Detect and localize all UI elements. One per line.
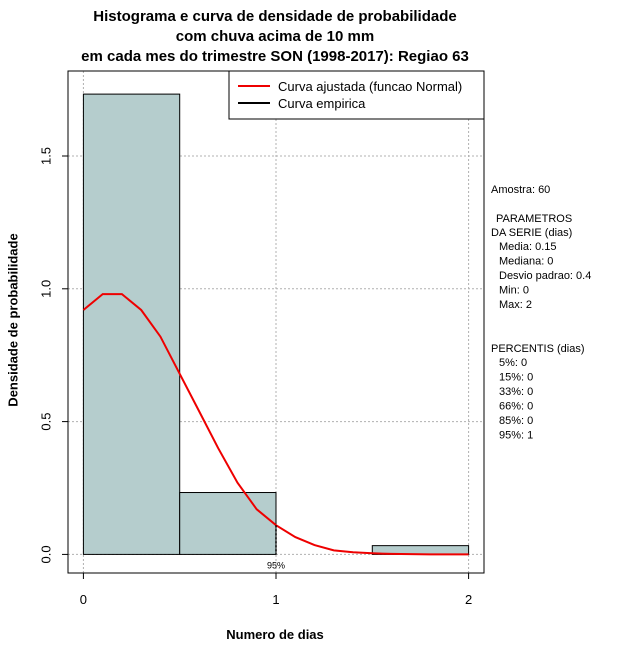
param-item-0: Media: 0.15: [499, 241, 556, 253]
percentile-marker-label: 95%: [267, 560, 285, 570]
param-item-3: Min: 0: [499, 285, 529, 297]
chart-title-line-2: com chuva acima de 10 mm: [176, 28, 374, 45]
percentile-item-4: 85%: 0: [499, 415, 533, 427]
params-heading-2: DA SERIE (dias): [491, 227, 572, 239]
x-tick-label-1: 1: [272, 592, 279, 607]
y-tick-label-1: 0.5: [38, 413, 53, 431]
y-tick-label-3: 1.5: [38, 147, 53, 165]
percentile-item-5: 95%: 1: [499, 430, 533, 442]
histogram-bar-1: [179, 492, 277, 555]
param-item-4: Max: 2: [499, 299, 532, 311]
param-item-2: Desvio padrao: 0.4: [499, 270, 591, 282]
x-axis: 0 1 2: [80, 573, 472, 607]
percentile-marker: 95%: [267, 525, 285, 570]
chart-title-line-3: em cada mes do trimestre SON (1998-2017)…: [81, 48, 469, 65]
params-heading-1: PARAMETROS: [496, 213, 572, 225]
legend-entry-1: Curva empirica: [278, 96, 366, 111]
x-tick-label-0: 0: [80, 592, 87, 607]
percentile-item-3: 66%: 0: [499, 401, 533, 413]
y-tick-label-0: 0.0: [38, 545, 53, 563]
percentile-item-1: 15%: 0: [499, 372, 533, 384]
histogram-bars: [82, 93, 470, 555]
sample-size: Amostra: 60: [491, 184, 550, 196]
histogram-bar-0: [82, 93, 181, 555]
legend: Curva ajustada (funcao Normal) Curva empi…: [228, 70, 485, 120]
side-panel: Amostra: 60 PARAMETROS DA SERIE (dias) Medi…: [491, 184, 591, 442]
param-item-1: Mediana: 0: [499, 256, 553, 268]
chart-title: Histograma e curva de densidade de proba…: [81, 8, 469, 65]
chart-title-line-1: Histograma e curva de densidade de proba…: [93, 8, 456, 25]
y-axis: 0.0 0.5 1.0 1.5: [38, 147, 68, 563]
y-axis-label: Densidade de probabilidade: [5, 233, 20, 406]
percentiles-heading: PERCENTIS (dias): [491, 343, 585, 355]
percentile-item-0: 5%: 0: [499, 357, 527, 369]
y-tick-label-2: 1.0: [38, 280, 53, 298]
x-axis-label: Numero de dias: [226, 627, 324, 642]
x-tick-label-2: 2: [465, 592, 472, 607]
legend-entry-0: Curva ajustada (funcao Normal): [278, 79, 462, 94]
legend-box: [228, 70, 485, 120]
percentile-item-2: 33%: 0: [499, 386, 533, 398]
